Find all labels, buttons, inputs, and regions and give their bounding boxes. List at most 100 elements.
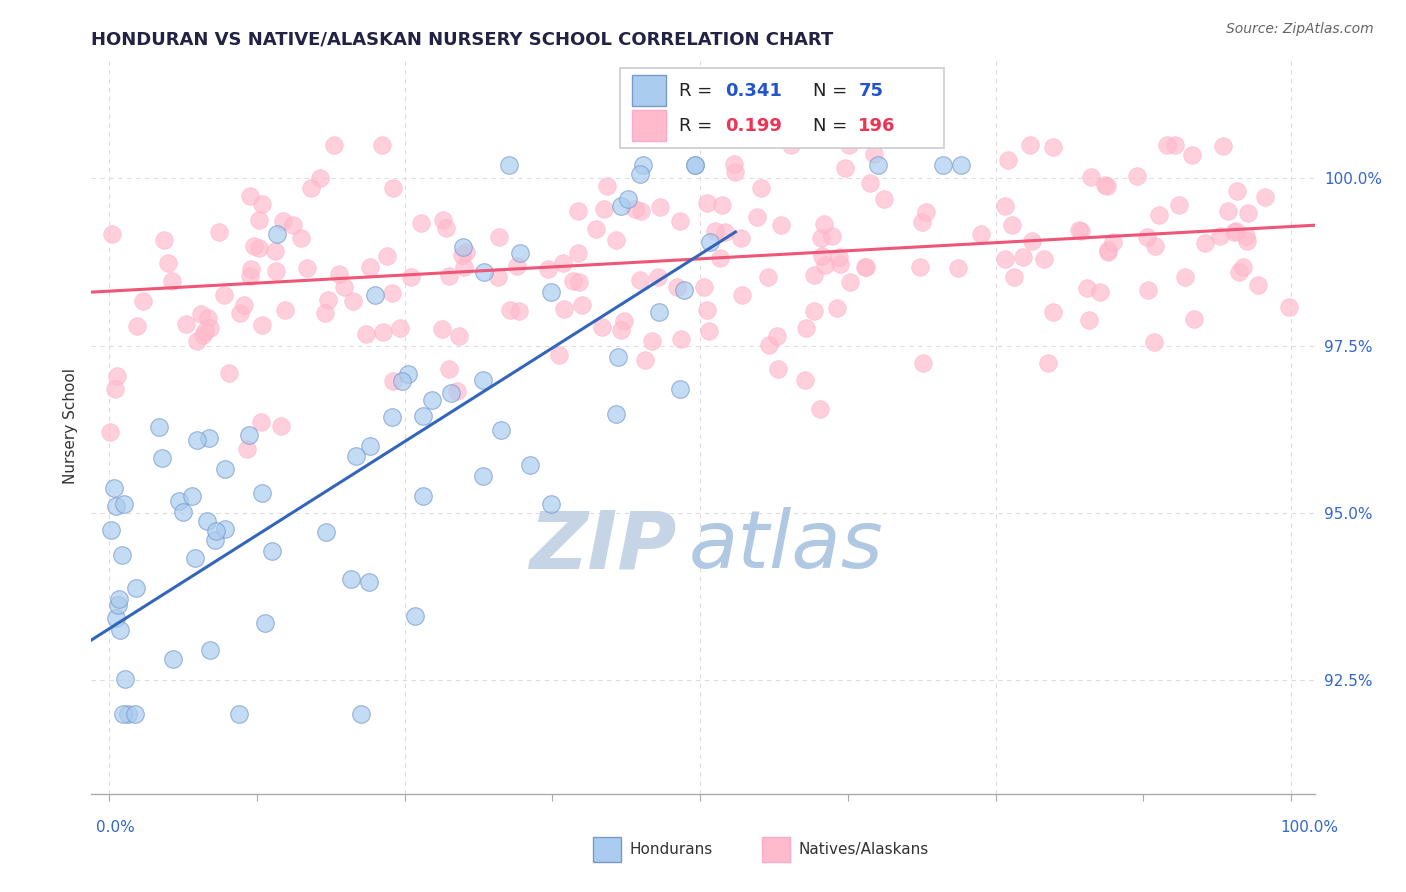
- Point: [803, 304, 825, 318]
- Text: N =: N =: [813, 81, 853, 100]
- Point: [382, 374, 405, 388]
- Point: [1018, 137, 1040, 152]
- Point: [228, 305, 250, 319]
- Point: [160, 274, 183, 288]
- Point: [1033, 252, 1056, 266]
- Point: [779, 137, 801, 152]
- Point: [568, 275, 591, 289]
- Point: [506, 260, 529, 274]
- Point: [714, 225, 737, 239]
- Point: [693, 280, 716, 294]
- Point: [1156, 137, 1178, 152]
- Point: [669, 214, 692, 228]
- Point: [107, 598, 129, 612]
- Point: [1225, 224, 1247, 238]
- Point: [250, 318, 273, 332]
- Point: [446, 384, 468, 398]
- Point: [157, 256, 180, 270]
- Point: [239, 189, 262, 203]
- Point: [1236, 234, 1258, 248]
- Point: [994, 252, 1017, 266]
- Point: [699, 235, 721, 249]
- Point: [371, 137, 394, 152]
- Point: [204, 533, 226, 548]
- Point: [169, 494, 191, 508]
- Point: [239, 262, 262, 277]
- Point: [125, 581, 148, 595]
- Point: [440, 386, 463, 401]
- Point: [1042, 305, 1064, 319]
- Point: [696, 302, 718, 317]
- Point: [270, 418, 292, 433]
- Point: [1174, 269, 1197, 284]
- Text: N =: N =: [813, 117, 853, 135]
- Text: Natives/Alaskans: Natives/Alaskans: [799, 842, 929, 856]
- Point: [668, 382, 690, 396]
- Point: [1163, 137, 1185, 152]
- Point: [648, 200, 671, 214]
- Point: [553, 256, 575, 270]
- Point: [197, 311, 219, 326]
- Point: [758, 338, 780, 352]
- Point: [605, 233, 627, 247]
- Point: [1001, 218, 1024, 232]
- Text: ZIP: ZIP: [529, 508, 676, 585]
- Point: [866, 158, 889, 172]
- Point: [132, 294, 155, 309]
- Point: [697, 324, 720, 338]
- Point: [710, 198, 733, 212]
- Point: [623, 202, 645, 216]
- Point: [605, 407, 627, 421]
- Point: [281, 218, 304, 232]
- Point: [765, 329, 787, 343]
- Point: [200, 642, 222, 657]
- Point: [683, 158, 706, 172]
- Point: [264, 244, 287, 259]
- Point: [1097, 243, 1119, 257]
- Point: [1021, 235, 1043, 249]
- Point: [239, 268, 262, 283]
- Point: [412, 489, 434, 503]
- Point: [1278, 300, 1301, 314]
- Point: [634, 352, 657, 367]
- Point: [242, 239, 264, 253]
- Text: R =: R =: [679, 117, 717, 135]
- Point: [970, 227, 993, 241]
- Point: [571, 297, 593, 311]
- Point: [1212, 139, 1234, 153]
- Point: [1143, 238, 1166, 252]
- Point: [184, 551, 207, 566]
- Text: 75: 75: [858, 81, 883, 100]
- Point: [723, 157, 745, 171]
- Point: [218, 366, 240, 380]
- Point: [810, 230, 832, 244]
- Point: [911, 355, 934, 369]
- Text: 0.341: 0.341: [725, 81, 782, 100]
- Point: [434, 221, 457, 235]
- Point: [591, 320, 613, 334]
- Point: [260, 543, 283, 558]
- Point: [405, 608, 427, 623]
- Point: [946, 260, 969, 275]
- Point: [172, 505, 194, 519]
- Point: [911, 214, 934, 228]
- Point: [191, 328, 214, 343]
- Point: [105, 611, 128, 625]
- Text: atlas: atlas: [688, 508, 883, 585]
- Point: [340, 572, 363, 586]
- Point: [266, 227, 288, 242]
- Point: [315, 525, 337, 540]
- Point: [1126, 169, 1149, 183]
- Point: [873, 192, 896, 206]
- Point: [1222, 225, 1244, 239]
- Point: [247, 213, 270, 227]
- Point: [730, 231, 752, 245]
- Point: [1102, 235, 1125, 250]
- Point: [1076, 280, 1098, 294]
- Point: [197, 431, 219, 445]
- Point: [628, 167, 651, 181]
- Point: [388, 320, 411, 334]
- Point: [195, 514, 218, 528]
- Point: [1002, 270, 1025, 285]
- Text: 0.0%: 0.0%: [96, 821, 135, 835]
